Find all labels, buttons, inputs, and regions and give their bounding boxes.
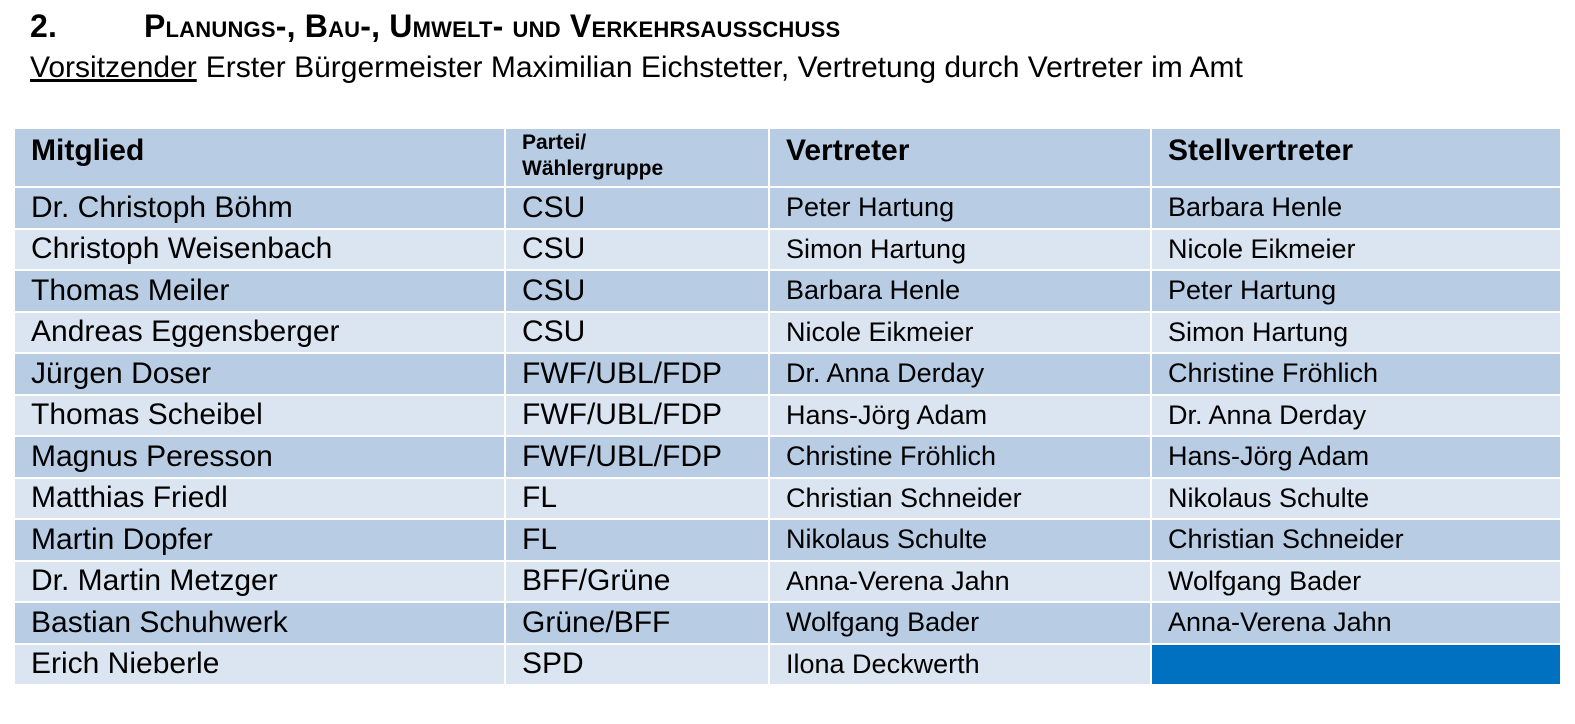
deputy-cell: Barbara Henle [768,269,1152,313]
member-cell: Bastian Schuhwerk [13,601,506,645]
table-row: Dr. Christoph Böhm CSU Peter Hartung Bar… [13,186,1562,230]
deputy-cell: Nicole Eikmeier [768,310,1152,354]
second-deputy-cell: Simon Hartung [1150,310,1562,354]
chair-line: Vorsitzender Erster Bürgermeister Maximi… [30,48,1550,88]
deputy-cell: Anna-Verena Jahn [768,559,1152,603]
table-row: Dr. Martin Metzger BFF/Grüne Anna-Verena… [13,559,1562,603]
member-cell: Martin Dopfer [13,518,506,562]
committee-members-table: Mitglied Partei/ Wählergruppe Vertreter … [13,127,1562,686]
member-cell: Jürgen Doser [13,352,506,396]
member-cell: Magnus Peresson [13,435,506,479]
party-cell: FWF/UBL/FDP [504,393,770,437]
party-cell: CSU [504,310,770,354]
table-row: Martin Dopfer FL Nikolaus Schulte Christ… [13,518,1562,562]
member-cell: Dr. Christoph Böhm [13,186,506,230]
chair-label: Vorsitzender [30,51,197,84]
member-cell: Matthias Friedl [13,476,506,520]
header-deputy: Vertreter [768,127,1152,188]
table-row: Bastian Schuhwerk Grüne/BFF Wolfgang Bad… [13,601,1562,645]
table-row: Jürgen Doser FWF/UBL/FDP Dr. Anna Derday… [13,352,1562,396]
second-deputy-cell: Barbara Henle [1150,186,1562,230]
deputy-cell: Ilona Deckwerth [768,642,1152,686]
table-row: Thomas Scheibel FWF/UBL/FDP Hans-Jörg Ad… [13,393,1562,437]
table-row: Magnus Peresson FWF/UBL/FDP Christine Fr… [13,435,1562,479]
deputy-cell: Wolfgang Bader [768,601,1152,645]
member-cell: Dr. Martin Metzger [13,559,506,603]
second-deputy-cell: Wolfgang Bader [1150,559,1562,603]
party-cell: SPD [504,642,770,686]
deputy-cell: Christian Schneider [768,476,1152,520]
table-row: Matthias Friedl FL Christian Schneider N… [13,476,1562,520]
section-number: 2. [30,7,58,44]
party-cell: FWF/UBL/FDP [504,352,770,396]
party-cell: CSU [504,269,770,313]
party-cell: CSU [504,227,770,271]
table-body: Dr. Christoph Böhm CSU Peter Hartung Bar… [13,186,1562,686]
header-second-deputy: Stellvertreter [1150,127,1562,188]
member-cell: Thomas Scheibel [13,393,506,437]
second-deputy-cell: Christine Fröhlich [1150,352,1562,396]
party-cell: FWF/UBL/FDP [504,435,770,479]
deputy-cell: Dr. Anna Derday [768,352,1152,396]
party-cell: Grüne/BFF [504,601,770,645]
header-party-line2: Wählergruppe [522,157,664,180]
table-header-row: Mitglied Partei/ Wählergruppe Vertreter … [13,127,1562,188]
member-cell: Christoph Weisenbach [13,227,506,271]
deputy-cell: Hans-Jörg Adam [768,393,1152,437]
party-cell: FL [504,476,770,520]
header-member: Mitglied [13,127,506,188]
deputy-cell: Simon Hartung [768,227,1152,271]
member-cell: Thomas Meiler [13,269,506,313]
deputy-cell: Peter Hartung [768,186,1152,230]
party-cell: CSU [504,186,770,230]
table-row: Andreas Eggensberger CSU Nicole Eikmeier… [13,310,1562,354]
member-cell: Andreas Eggensberger [13,310,506,354]
header-party: Partei/ Wählergruppe [504,127,770,188]
deputy-cell: Nikolaus Schulte [768,518,1152,562]
second-deputy-cell: Hans-Jörg Adam [1150,435,1562,479]
second-deputy-cell: Anna-Verena Jahn [1150,601,1562,645]
party-cell: FL [504,518,770,562]
second-deputy-cell: Nikolaus Schulte [1150,476,1562,520]
second-deputy-cell: Dr. Anna Derday [1150,393,1562,437]
section-title: Planungs-, Bau-, Umwelt- und Verkehrsaus… [144,7,841,44]
deputy-cell: Christine Fröhlich [768,435,1152,479]
header-party-line1: Partei/ [522,131,587,154]
second-deputy-cell: Christian Schneider [1150,518,1562,562]
highlighted-empty-cell [1150,642,1562,686]
table-row: Thomas Meiler CSU Barbara Henle Peter Ha… [13,269,1562,313]
chair-text: Erster Bürgermeister Maximilian Eichstet… [205,51,1243,84]
table-row: Erich Nieberle SPD Ilona Deckwerth [13,642,1562,686]
second-deputy-cell: Nicole Eikmeier [1150,227,1562,271]
party-cell: BFF/Grüne [504,559,770,603]
second-deputy-cell: Peter Hartung [1150,269,1562,313]
table-row: Christoph Weisenbach CSU Simon Hartung N… [13,227,1562,271]
section-heading: 2. Planungs-, Bau-, Umwelt- und Verkehrs… [30,6,1530,46]
member-cell: Erich Nieberle [13,642,506,686]
